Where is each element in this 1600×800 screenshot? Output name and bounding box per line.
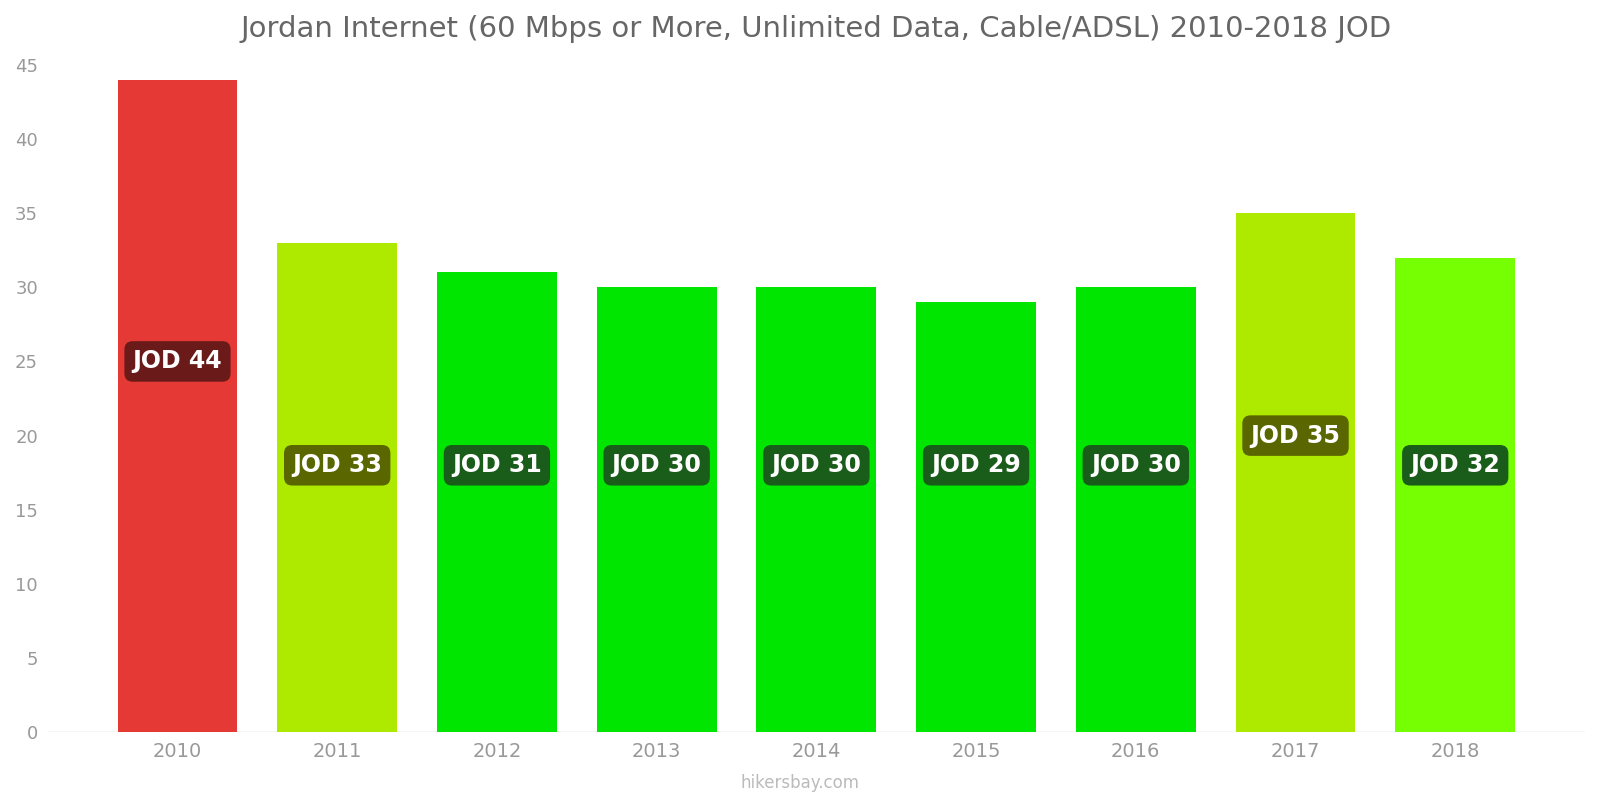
Bar [757,287,877,732]
Text: JOD 32: JOD 32 [1410,454,1501,478]
Text: hikersbay.com: hikersbay.com [741,774,859,792]
Text: JOD 31: JOD 31 [453,454,542,478]
Bar [277,242,397,732]
Bar [917,302,1035,732]
Text: JOD 30: JOD 30 [771,454,861,478]
Bar [597,287,717,732]
Bar [117,80,237,732]
Title: Jordan Internet (60 Mbps or More, Unlimited Data, Cable/ADSL) 2010-2018 JOD: Jordan Internet (60 Mbps or More, Unlimi… [240,15,1392,43]
Text: JOD 29: JOD 29 [931,454,1021,478]
Text: JOD 30: JOD 30 [611,454,701,478]
Bar [437,273,557,732]
Text: JOD 30: JOD 30 [1091,454,1181,478]
Bar [1075,287,1195,732]
Bar [1395,258,1515,732]
Bar [1235,213,1355,732]
Text: JOD 33: JOD 33 [293,454,382,478]
Text: JOD 44: JOD 44 [133,350,222,374]
Text: JOD 35: JOD 35 [1251,424,1341,448]
